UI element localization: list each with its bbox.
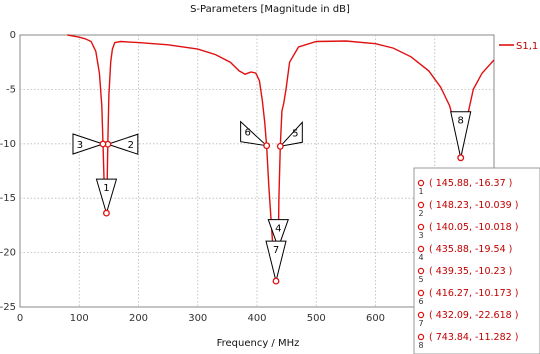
marker-callout bbox=[265, 240, 287, 282]
readout-value: ( 416.27, -10.173 ) bbox=[429, 288, 518, 299]
readout-marker-id: 1 bbox=[418, 187, 423, 196]
y-tick-label: -20 bbox=[0, 248, 16, 259]
readout-row: 2 ( 148.23, -10.039 ) bbox=[417, 200, 518, 218]
readout-marker-id: 7 bbox=[418, 319, 423, 328]
readout-marker-icon bbox=[417, 267, 425, 275]
readout-value: ( 140.05, -10.018 ) bbox=[429, 222, 518, 233]
readout-row: 3 ( 140.05, -10.018 ) bbox=[417, 222, 518, 240]
readout-row: 5 ( 439.35, -10.23 ) bbox=[417, 266, 512, 284]
y-tick-label: -25 bbox=[0, 302, 16, 313]
marker-id-label: 7 bbox=[273, 245, 279, 256]
axis-tick-labels: 0 100 200 300 400 500 600 0 -5 -10 -15 -20 -25 bbox=[0, 30, 385, 324]
readout-marker-icon bbox=[417, 289, 425, 297]
readout-value: ( 432.09, -22.618 ) bbox=[429, 310, 518, 321]
readout-marker-icon bbox=[417, 245, 425, 253]
readout-row: 8 ( 743.84, -11.282 ) bbox=[417, 332, 518, 350]
legend: S1,1 bbox=[499, 41, 538, 52]
readout-row: 7 ( 432.09, -22.618 ) bbox=[417, 310, 518, 328]
y-tick-label: -10 bbox=[0, 139, 16, 150]
marker-callout bbox=[267, 219, 289, 250]
readout-marker-id: 3 bbox=[418, 231, 423, 240]
marker-8: 8 bbox=[450, 111, 472, 162]
marker-6: 6 bbox=[240, 120, 271, 150]
readout-marker-id: 4 bbox=[418, 253, 423, 262]
marker-id-label: 1 bbox=[103, 183, 109, 194]
readout-marker-icon bbox=[417, 179, 425, 187]
marker-point bbox=[457, 154, 465, 162]
marker-1: 1 bbox=[95, 178, 118, 217]
marker-point bbox=[102, 209, 110, 217]
x-axis-label: Frequency / MHz bbox=[217, 338, 300, 349]
marker-point bbox=[272, 277, 280, 285]
readout-value: ( 743.84, -11.282 ) bbox=[429, 332, 518, 343]
marker-layer: 1 2 3 4 5 6 7 8 bbox=[72, 111, 472, 285]
marker-id-label: 2 bbox=[128, 140, 134, 151]
x-tick-label: 500 bbox=[307, 313, 326, 324]
marker-callout bbox=[240, 120, 269, 147]
y-tick-label: -5 bbox=[6, 84, 16, 95]
marker-callout bbox=[106, 133, 139, 155]
marker-2: 2 bbox=[104, 133, 139, 155]
readout-value: ( 435.88, -19.54 ) bbox=[429, 244, 512, 255]
readout-row: 1 ( 145.88, -16.37 ) bbox=[417, 178, 512, 196]
marker-id-label: 5 bbox=[292, 128, 298, 139]
x-tick-label: 400 bbox=[247, 313, 266, 324]
readout-marker-icon bbox=[417, 333, 425, 341]
marker-7: 7 bbox=[265, 240, 287, 285]
readout-value: ( 439.35, -10.23 ) bbox=[429, 266, 512, 277]
marker-id-label: 6 bbox=[244, 128, 250, 139]
x-tick-label: 0 bbox=[17, 313, 23, 324]
readout-value: ( 145.88, -16.37 ) bbox=[429, 178, 512, 189]
chart-title: S-Parameters [Magnitude in dB] bbox=[190, 4, 350, 15]
readout-marker-icon bbox=[417, 201, 425, 209]
marker-callout bbox=[278, 121, 303, 148]
marker-callout bbox=[72, 133, 105, 155]
readout-marker-id: 5 bbox=[418, 275, 423, 284]
marker-point bbox=[263, 142, 271, 150]
readout-marker-id: 6 bbox=[418, 297, 423, 306]
marker-5: 5 bbox=[276, 121, 303, 150]
legend-label-s11: S1,1 bbox=[516, 41, 538, 52]
y-tick-label: -15 bbox=[0, 193, 16, 204]
y-tick-label: 0 bbox=[10, 30, 16, 41]
marker-callout bbox=[450, 111, 472, 158]
readout-marker-id: 2 bbox=[418, 209, 423, 218]
readout-marker-icon bbox=[417, 311, 425, 319]
readout-row: 6 ( 416.27, -10.173 ) bbox=[417, 288, 518, 306]
marker-point bbox=[99, 140, 107, 148]
readout-box-frame bbox=[413, 167, 540, 354]
marker-id-label: 8 bbox=[458, 116, 464, 127]
readout-value: ( 148.23, -10.039 ) bbox=[429, 200, 518, 211]
x-tick-label: 300 bbox=[188, 313, 207, 324]
marker-point bbox=[276, 142, 284, 150]
marker-callout bbox=[95, 178, 118, 215]
x-tick-label: 100 bbox=[70, 313, 89, 324]
x-tick-label: 600 bbox=[366, 313, 385, 324]
readout-marker-id: 8 bbox=[418, 341, 423, 350]
marker-id-label: 3 bbox=[77, 140, 83, 151]
readout-row: 4 ( 435.88, -19.54 ) bbox=[417, 244, 512, 262]
marker-readout-box: 1 ( 145.88, -16.37 ) 2 ( 148.23, -10.039 ) 3… bbox=[413, 167, 540, 354]
x-tick-label: 200 bbox=[129, 313, 148, 324]
marker-3: 3 bbox=[72, 133, 107, 155]
readout-marker-icon bbox=[417, 223, 425, 231]
marker-id-label: 4 bbox=[275, 224, 281, 235]
